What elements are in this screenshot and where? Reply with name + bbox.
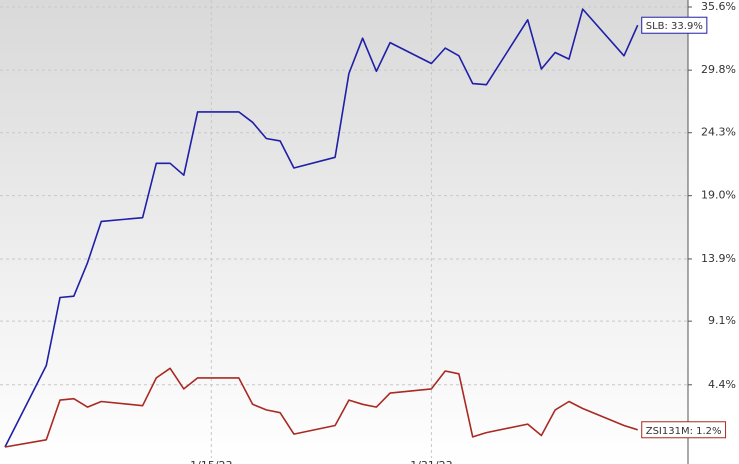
end-label-box: [641, 16, 708, 34]
end-label: ZSI131M: 1.2%: [641, 421, 727, 439]
y-tick-label: 24.3%: [701, 126, 736, 139]
y-tick-label: 9.1%: [708, 314, 736, 327]
y-tick-label: 4.4%: [708, 378, 736, 391]
end-label: SLB: 33.9%: [641, 16, 708, 34]
end-label-text: ZSI131M: 1.2%: [646, 426, 722, 437]
x-tick-label: 1/15/23: [190, 459, 232, 464]
y-tick-label: 35.6%: [701, 0, 736, 13]
series-line: [4, 367, 638, 448]
end-label-box: [641, 421, 727, 439]
y-tick-label: 29.8%: [701, 63, 736, 76]
x-tick-label: 1/31/23: [410, 459, 452, 464]
y-tick-label: 13.9%: [701, 252, 736, 265]
end-label-text: SLB: 33.9%: [646, 21, 703, 32]
series-line: [4, 8, 639, 448]
plot-background: [0, 0, 688, 464]
y-tick-label: 19.0%: [701, 189, 736, 202]
